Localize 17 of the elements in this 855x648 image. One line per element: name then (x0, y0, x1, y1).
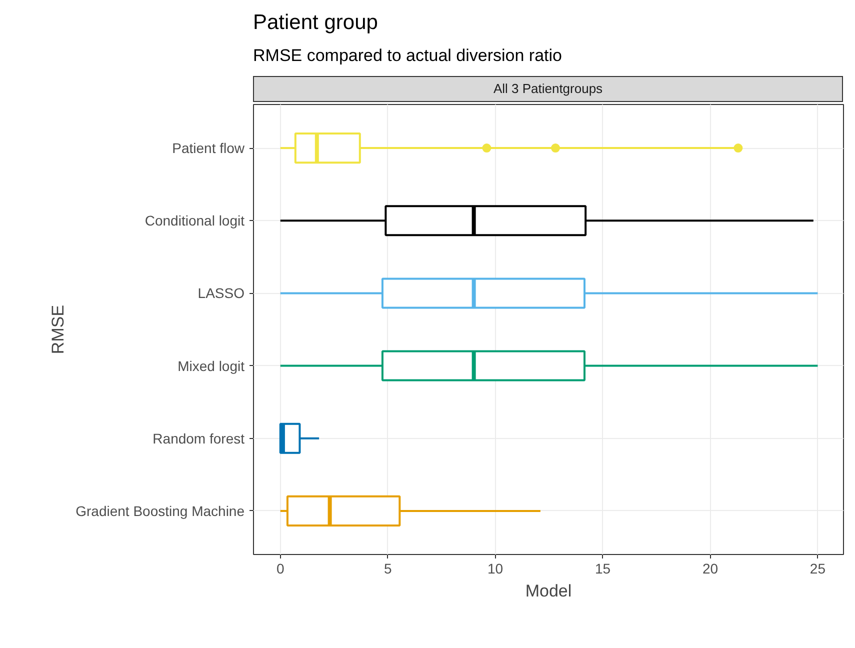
y-tick-label: Conditional logit (144, 212, 245, 229)
chart-title: Patient group (253, 10, 378, 36)
x-tick-label: 25 (810, 560, 826, 577)
x-tick-label: 10 (488, 560, 504, 577)
x-axis-title: Model (525, 582, 572, 601)
y-tick-label: Patient flow (172, 140, 246, 156)
text: All 3 Patientgroups (493, 80, 603, 98)
x-tick-label: 5 (384, 560, 392, 577)
y-axis-title: RMSE (48, 305, 68, 354)
y-tick-label: Mixed logit (178, 358, 245, 374)
y-tick-label: Gradient Boosting Machine (76, 503, 245, 520)
chart-subtitle: RMSE compared to actual diversion ratio (253, 45, 562, 67)
x-tick-label: 15 (594, 560, 611, 577)
y-tick-label: Random forest (152, 430, 245, 447)
y-tick-label: LASSO (198, 285, 245, 302)
x-tick-label: 20 (702, 560, 718, 577)
x-tick-label: 0 (276, 560, 284, 577)
